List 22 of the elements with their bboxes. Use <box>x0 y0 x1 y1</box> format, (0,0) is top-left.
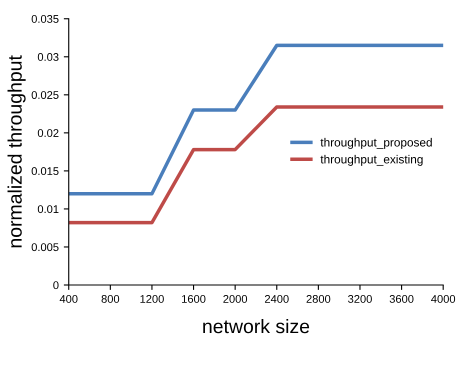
x-tick-label: 3600 <box>390 295 414 303</box>
y-tick-label: 0.025 <box>32 91 59 99</box>
x-tick-label: 4000 <box>431 295 456 303</box>
x-tick-label: 1200 <box>140 295 164 303</box>
y-tick-label: 0.02 <box>38 129 58 137</box>
y-tick-label: 0 <box>53 281 59 290</box>
y-tick-label: 0.01 <box>38 205 58 214</box>
y-tick-label: 0.03 <box>38 53 59 61</box>
x-tick-label: 2000 <box>223 295 248 303</box>
y-tick-label: 0.015 <box>32 167 59 176</box>
x-axis-title: network size <box>203 318 310 334</box>
x-tick-label: 2800 <box>306 295 330 303</box>
legend-label: throughput_existing <box>320 154 423 166</box>
y-tick-label: 0.035 <box>32 15 59 23</box>
x-tick-label: 400 <box>60 295 78 303</box>
x-tick-label: 1600 <box>182 295 206 303</box>
x-tick-label: 800 <box>102 295 120 303</box>
y-axis-title: normalized throughput <box>8 55 26 248</box>
x-tick-label: 2400 <box>264 295 289 303</box>
legend-label: throughput_proposed <box>320 138 432 149</box>
x-tick-label: 3200 <box>348 295 372 303</box>
y-tick-label: 0.005 <box>32 243 59 252</box>
